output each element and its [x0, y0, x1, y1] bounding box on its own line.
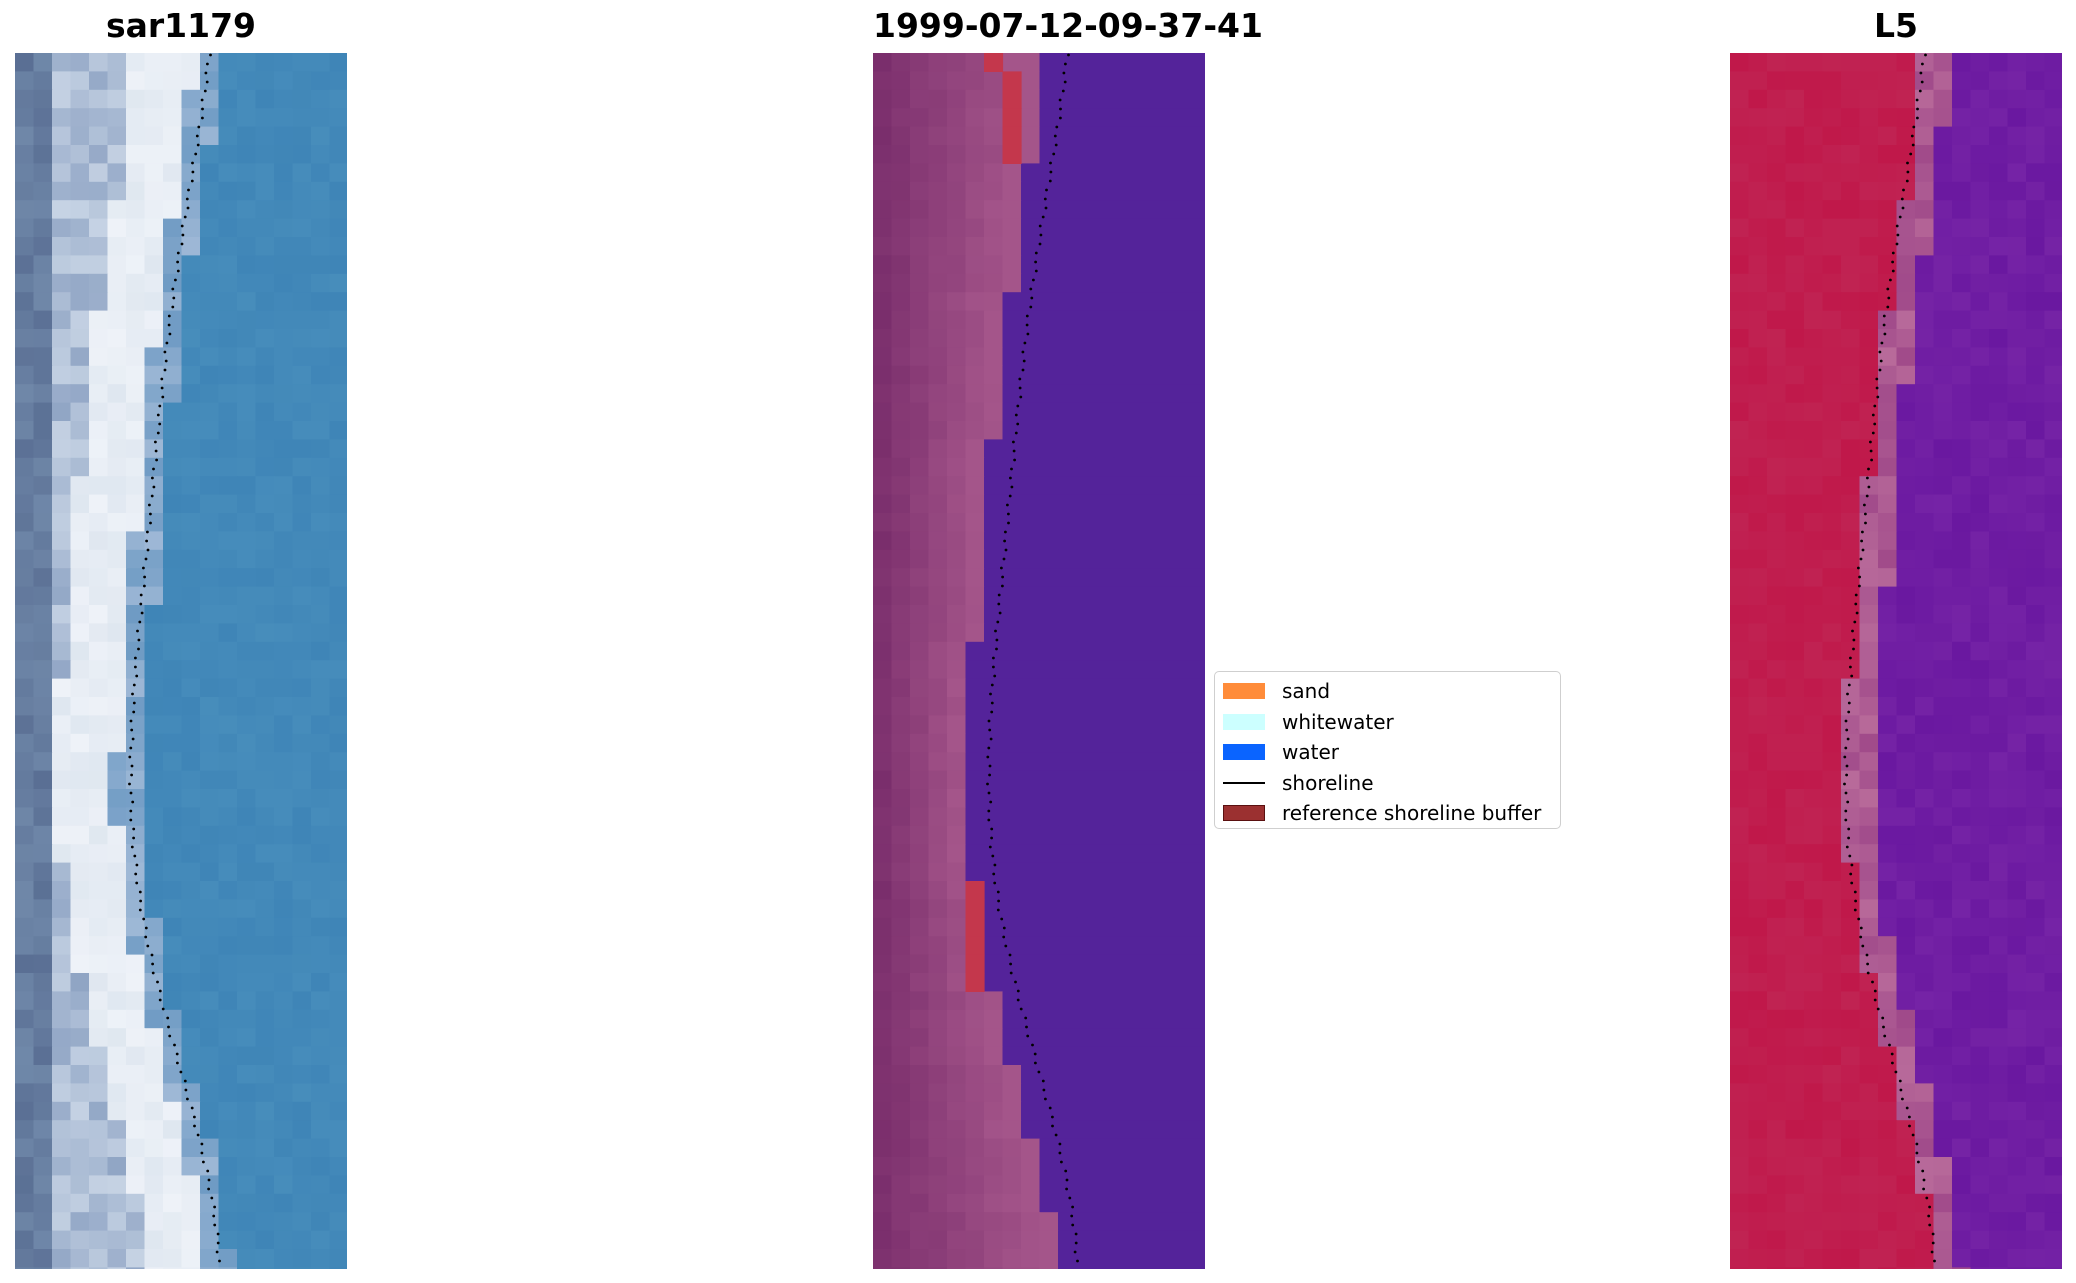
rgb-image-panel [15, 53, 347, 1269]
legend-item-reference-buffer: reference shoreline buffer [1223, 798, 1552, 829]
whitewater-swatch [1223, 713, 1265, 730]
reference-buffer-swatch [1223, 805, 1265, 822]
legend-item-shoreline: shoreline [1223, 768, 1552, 799]
water-swatch [1223, 744, 1265, 761]
rgb-image [15, 53, 347, 1269]
sand-swatch [1223, 683, 1265, 700]
legend-label: water [1282, 740, 1339, 765]
panel-title-mndwi: L5 [1874, 6, 1918, 45]
classification-image [873, 53, 1205, 1269]
panel-title-classification: 1999-07-12-09-37-41 [873, 6, 1263, 45]
mndwi-image [1730, 53, 2062, 1269]
legend: sand whitewater water shoreline referenc… [1214, 671, 1561, 829]
shoreline-line-sample [1223, 781, 1265, 784]
panel-title-rgb: sar1179 [105, 6, 257, 45]
legend-label: whitewater [1282, 709, 1394, 734]
legend-item-water: water [1223, 737, 1552, 768]
legend-label: sand [1282, 679, 1331, 704]
legend-item-sand: sand [1223, 676, 1552, 707]
legend-item-whitewater: whitewater [1223, 707, 1552, 738]
mndwi-image-panel [1730, 53, 2062, 1269]
legend-label: reference shoreline buffer [1282, 801, 1542, 826]
classification-image-panel [873, 53, 1205, 1269]
legend-label: shoreline [1282, 770, 1374, 795]
